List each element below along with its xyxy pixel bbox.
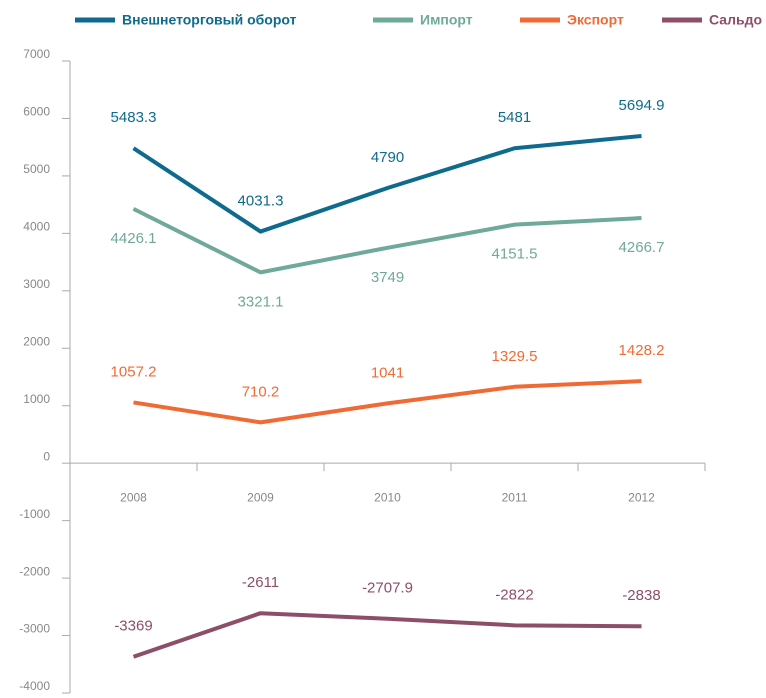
- data-label: 1041: [371, 364, 404, 381]
- legend-label: Импорт: [420, 12, 473, 28]
- series-line: [133, 379, 642, 425]
- data-label: 4266.7: [619, 239, 665, 256]
- y-tick-label: 6000: [23, 105, 50, 119]
- data-label: -2611: [242, 574, 279, 591]
- x-tick-label: 2008: [120, 490, 147, 504]
- y-tick-label: 7000: [23, 47, 50, 61]
- legend-label: Экспорт: [567, 12, 624, 28]
- data-label: 4151.5: [492, 246, 538, 263]
- y-tick-label: 1000: [23, 392, 50, 406]
- x-tick-label: 2009: [247, 490, 274, 504]
- data-label: 5694.9: [619, 97, 665, 114]
- data-label: -2707.9: [362, 580, 413, 597]
- data-label: -3369: [114, 618, 152, 635]
- y-tick-label: 0: [43, 449, 50, 463]
- series-line: [132, 207, 642, 275]
- data-label: 5483.3: [111, 109, 157, 126]
- data-label: -2822: [495, 586, 533, 603]
- data-label: 1428.2: [619, 342, 665, 359]
- data-label: 1329.5: [492, 348, 538, 365]
- y-tick-label: -2000: [19, 564, 50, 578]
- data-label: 4790: [371, 149, 404, 166]
- data-label: 3749: [371, 269, 404, 286]
- y-tick-label: -3000: [19, 622, 50, 636]
- y-tick-label: 4000: [23, 220, 50, 234]
- legend-label: Сальдо: [709, 12, 762, 28]
- y-tick-label: -4000: [19, 679, 50, 693]
- series-line: [132, 133, 642, 234]
- legend-label: Внешнеторговый оборот: [122, 12, 297, 28]
- y-tick-label: -1000: [19, 507, 50, 521]
- data-label: 3321.1: [238, 293, 284, 310]
- series-line: [132, 611, 642, 659]
- data-label: 4426.1: [111, 230, 157, 247]
- data-label: -2838: [622, 587, 660, 604]
- data-label: 1057.2: [111, 363, 157, 380]
- x-tick-label: 2011: [502, 490, 528, 504]
- y-tick-label: 5000: [23, 162, 50, 176]
- y-tick-label: 2000: [23, 334, 50, 348]
- data-label: 4031.3: [238, 193, 284, 210]
- y-tick-label: 3000: [23, 277, 50, 291]
- x-tick-label: 2012: [628, 490, 655, 504]
- data-label: 5481: [498, 109, 531, 126]
- x-tick-label: 2010: [374, 490, 401, 504]
- data-label: 710.2: [242, 383, 280, 400]
